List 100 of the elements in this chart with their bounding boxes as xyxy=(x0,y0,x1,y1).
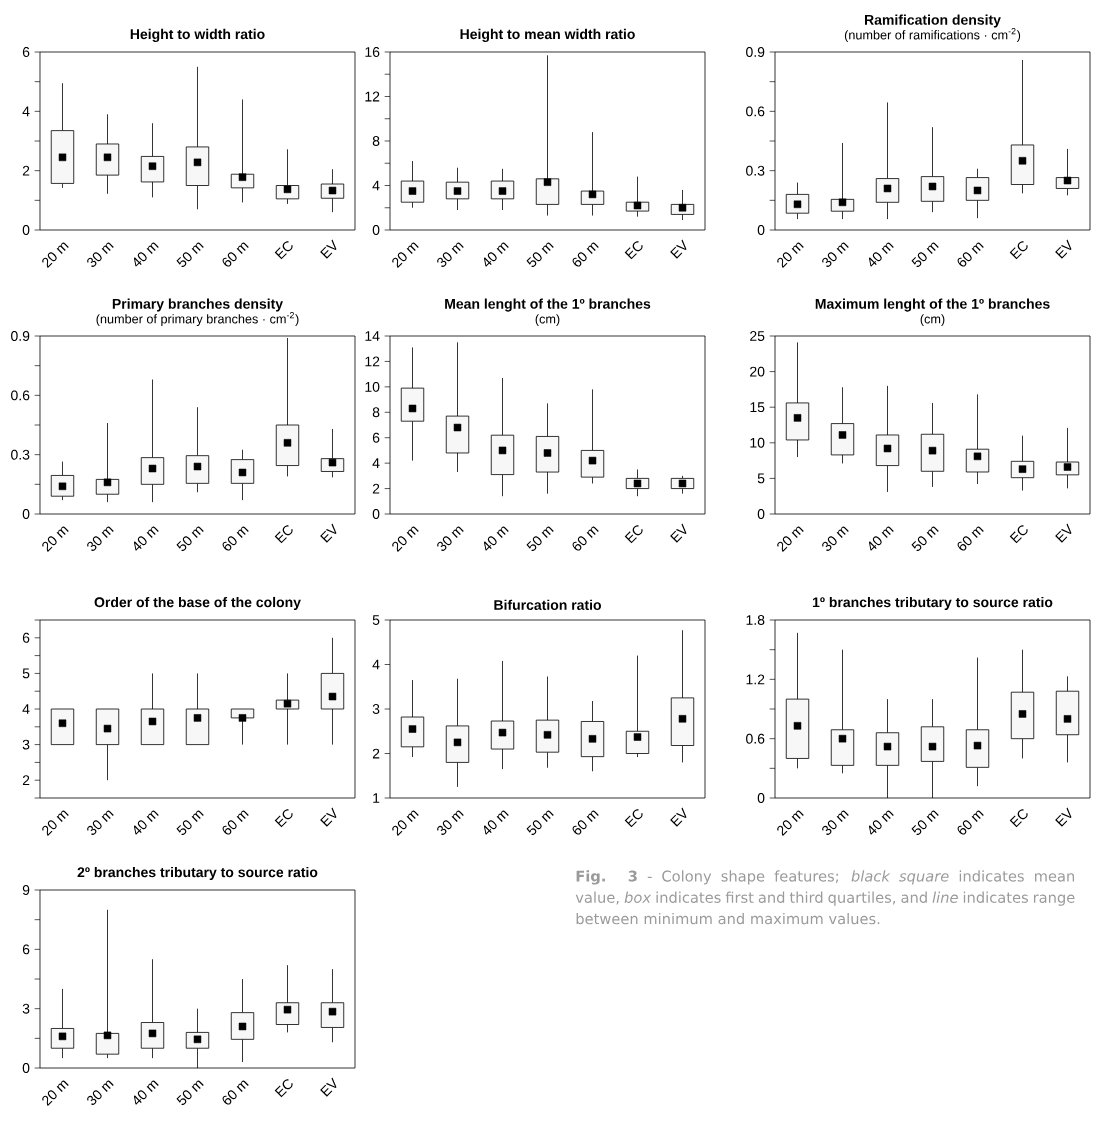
x-tick-label: 30 m xyxy=(87,526,114,551)
y-tick-label: 6 xyxy=(372,432,380,443)
x-tick-label: 60 m xyxy=(222,1080,249,1105)
x-tick-label: 50 m xyxy=(911,810,939,836)
x-tick-label: EC xyxy=(1009,525,1028,544)
x-tick-label: 50 m xyxy=(526,526,554,551)
y-tick-label: 16 xyxy=(365,47,380,57)
y-tick-label: 5 xyxy=(757,473,765,484)
x-tick-label: 60 m xyxy=(572,242,599,267)
y-tick-label: 0.6 xyxy=(746,733,765,744)
y-tick-label: 3 xyxy=(22,1003,30,1014)
x-tick-label: 20 m xyxy=(392,526,419,552)
x-tick-label: 40 m xyxy=(483,242,509,267)
x-tick-label: 20 m xyxy=(777,810,804,836)
x-tick-label: EC xyxy=(274,525,293,544)
x-tick-label: 60 m xyxy=(222,810,249,835)
y-tick-label: 0 xyxy=(22,509,30,519)
y-tick-label: 8 xyxy=(372,136,380,146)
y-tick-label: 12 xyxy=(365,356,380,367)
y-tick-label: 5 xyxy=(372,615,380,625)
x-tick-label: 40 m xyxy=(483,810,509,835)
x-tick-label: EV xyxy=(1055,239,1072,259)
x-tick-label: EC xyxy=(274,241,293,260)
chart-title: Bifurcation ratio xyxy=(494,599,602,610)
y-tick-label: 4 xyxy=(372,180,380,191)
x-tick-label: 50 m xyxy=(526,810,554,836)
chart-title: Height to mean width ratio xyxy=(460,28,635,42)
x-tick-label: 20 m xyxy=(42,526,69,552)
y-tick-label: 0.9 xyxy=(746,47,765,57)
x-tick-label: 50 m xyxy=(526,242,554,267)
y-tick-label: 0 xyxy=(757,793,765,803)
x-tick-label: 20 m xyxy=(392,810,419,836)
y-tick-label: 6 xyxy=(22,632,30,643)
y-tick-label: 10 xyxy=(365,381,380,392)
y-tick-label: 2 xyxy=(372,748,380,759)
x-tick-label: 20 m xyxy=(42,810,69,836)
y-tick-label: 4 xyxy=(372,458,380,468)
x-tick-label: EV xyxy=(1055,807,1072,827)
y-tick-label: 0 xyxy=(757,509,765,519)
x-tick-label: 50 m xyxy=(911,242,939,267)
y-tick-label: 0 xyxy=(372,225,380,235)
x-tick-label: 30 m xyxy=(437,810,464,835)
y-tick-label: 5 xyxy=(22,668,30,679)
x-tick-label: 50 m xyxy=(911,526,939,551)
x-tick-label: EC xyxy=(274,1079,293,1098)
chart-subtitle: (cm) xyxy=(920,314,945,326)
y-tick-label: 1.2 xyxy=(746,674,765,685)
y-tick-label: 1.8 xyxy=(746,615,765,625)
y-tick-label: 20 xyxy=(750,366,765,377)
x-tick-label: 40 m xyxy=(133,242,159,267)
x-tick-label: 20 m xyxy=(42,242,69,268)
y-tick-label: 8 xyxy=(372,407,380,418)
x-tick-label: 30 m xyxy=(87,1080,114,1105)
x-tick-label: 60 m xyxy=(572,810,599,835)
x-tick-label: 20 m xyxy=(777,526,804,552)
x-tick-label: 40 m xyxy=(868,526,894,551)
x-tick-label: 30 m xyxy=(437,526,464,551)
x-tick-label: 40 m xyxy=(133,526,159,551)
x-tick-label: 50 m xyxy=(176,810,204,836)
x-tick-label: 20 m xyxy=(392,242,419,268)
chart-title: 2º branches tributary to source ratio xyxy=(77,866,318,880)
x-tick-label: 50 m xyxy=(176,526,204,551)
x-tick-label: 50 m xyxy=(176,1080,204,1106)
x-tick-label: 60 m xyxy=(957,242,984,267)
chart-title: Height to width ratio xyxy=(130,28,265,42)
x-tick-label: 30 m xyxy=(87,810,114,835)
chart-title: Maximum lenght of the 1º branches xyxy=(815,298,1050,312)
x-tick-label: EV xyxy=(320,1077,337,1097)
x-tick-label: EV xyxy=(320,807,337,827)
x-tick-label: 40 m xyxy=(868,810,894,835)
y-tick-label: 15 xyxy=(750,402,765,413)
y-tick-label: 14 xyxy=(365,331,380,341)
y-tick-label: 2 xyxy=(22,775,30,786)
y-tick-label: 4 xyxy=(372,659,380,670)
x-tick-label: EC xyxy=(1009,241,1028,260)
y-tick-label: 25 xyxy=(750,331,765,341)
chart-subtitle: (number of ramifications · cm$^{-2}$) xyxy=(844,28,1021,42)
x-tick-label: 40 m xyxy=(133,810,159,835)
x-tick-label: 60 m xyxy=(222,526,249,551)
y-tick-label: 3 xyxy=(372,704,380,714)
x-tick-label: EC xyxy=(624,525,643,544)
y-tick-label: 0.6 xyxy=(746,106,765,117)
x-tick-label: EC xyxy=(624,241,643,260)
x-tick-label: 30 m xyxy=(822,810,849,835)
y-tick-label: 10 xyxy=(750,437,765,448)
x-tick-label: 30 m xyxy=(822,242,849,267)
x-tick-label: 30 m xyxy=(822,526,849,551)
y-tick-label: 0 xyxy=(372,509,380,519)
text: Fig. 3 - Colony shape features; black square indicates mean value, box indicates first and third quartiles, and line indicates range between minimum and maximum values. xyxy=(575,870,1075,925)
y-tick-label: 0.3 xyxy=(746,165,765,176)
y-tick-label: 4 xyxy=(22,704,30,714)
y-tick-label: 0 xyxy=(757,225,765,235)
x-tick-label: 60 m xyxy=(222,242,249,267)
x-tick-label: 40 m xyxy=(868,242,894,267)
y-tick-label: 0 xyxy=(22,1063,30,1073)
x-tick-label: EC xyxy=(624,809,643,828)
x-tick-label: EV xyxy=(670,239,687,259)
y-tick-label: 2 xyxy=(22,165,30,176)
x-tick-label: 40 m xyxy=(133,1080,159,1105)
chart-subtitle: (number of primary branches · cm$^{-2}$) xyxy=(96,312,299,326)
